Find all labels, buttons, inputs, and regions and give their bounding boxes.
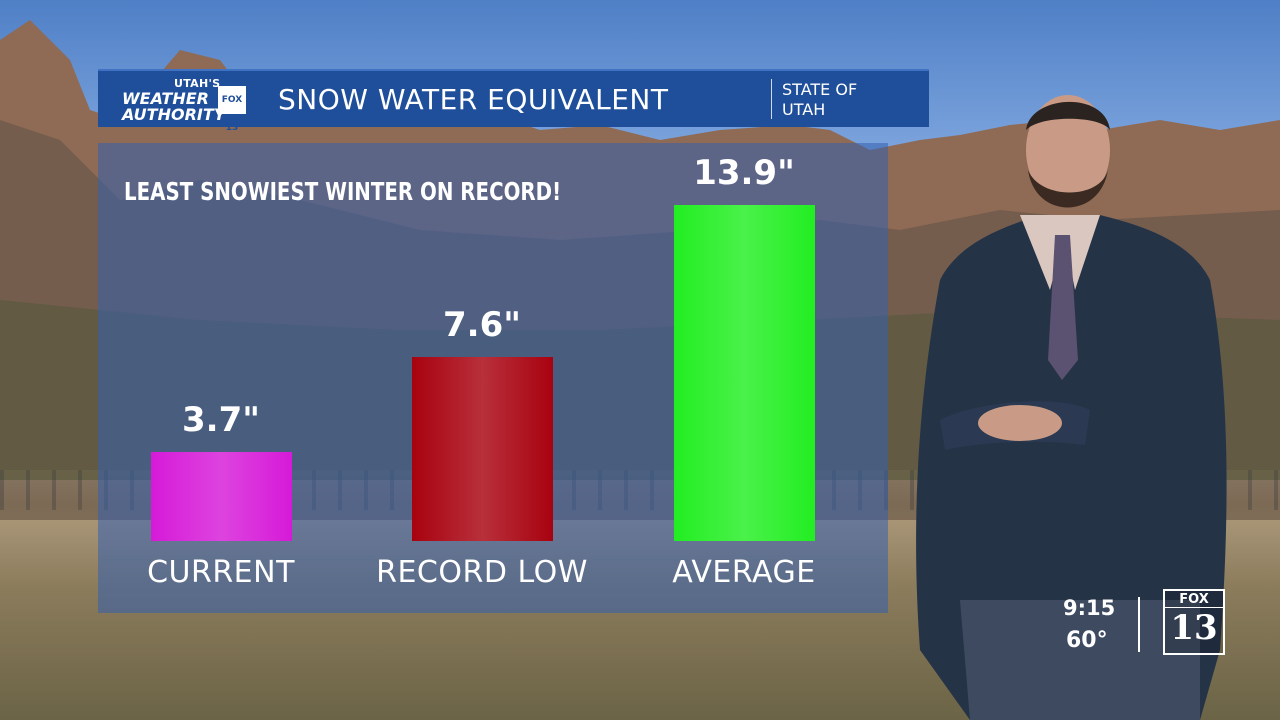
region-line1: STATE OF [782, 80, 858, 99]
category-label: AVERAGE [672, 555, 816, 590]
bar-value-label: 13.9" [693, 153, 795, 193]
logo-line3: AUTHORITY [122, 105, 226, 124]
chart-subtitle: LEAST SNOWIEST WINTER ON RECORD! [124, 177, 562, 206]
category-label: CURRENT [147, 555, 295, 590]
bar-value-label: 7.6" [443, 305, 521, 345]
region-line2: UTAH [782, 100, 826, 119]
presenter-figure [916, 95, 1227, 720]
bar-average [673, 205, 815, 541]
region-label: STATE OF UTAH [782, 80, 892, 120]
current-temperature: 60° [1066, 628, 1108, 653]
category-label: RECORD LOW [376, 555, 588, 590]
clock-time: 9:15 [1063, 596, 1116, 620]
chart-panel: LEAST SNOWIEST WINTER ON RECORD! 3.7" CUR… [98, 143, 888, 613]
header-bar: UTAH'S WEATHER AUTHORITY FOX 13 SNOW WAT… [98, 69, 929, 133]
logo-line1: UTAH'S [174, 77, 221, 90]
station-logo-number: 13 [1170, 608, 1218, 648]
header-divider [771, 79, 772, 119]
bar-record-low [411, 357, 553, 541]
fox13-logo-badge: FOX 13 [218, 86, 246, 133]
logo-line2: WEATHER [122, 89, 209, 108]
bar-value-label: 3.7" [182, 400, 260, 440]
bar-current [150, 452, 292, 541]
station-logo-top: FOX [1165, 592, 1223, 608]
fox13-station-logo: FOX 13 [1163, 589, 1225, 655]
weather-authority-logo: UTAH'S WEATHER AUTHORITY FOX 13 [122, 77, 252, 133]
graphic-title: SNOW WATER EQUIVALENT [278, 83, 669, 116]
bug-divider [1138, 597, 1140, 652]
